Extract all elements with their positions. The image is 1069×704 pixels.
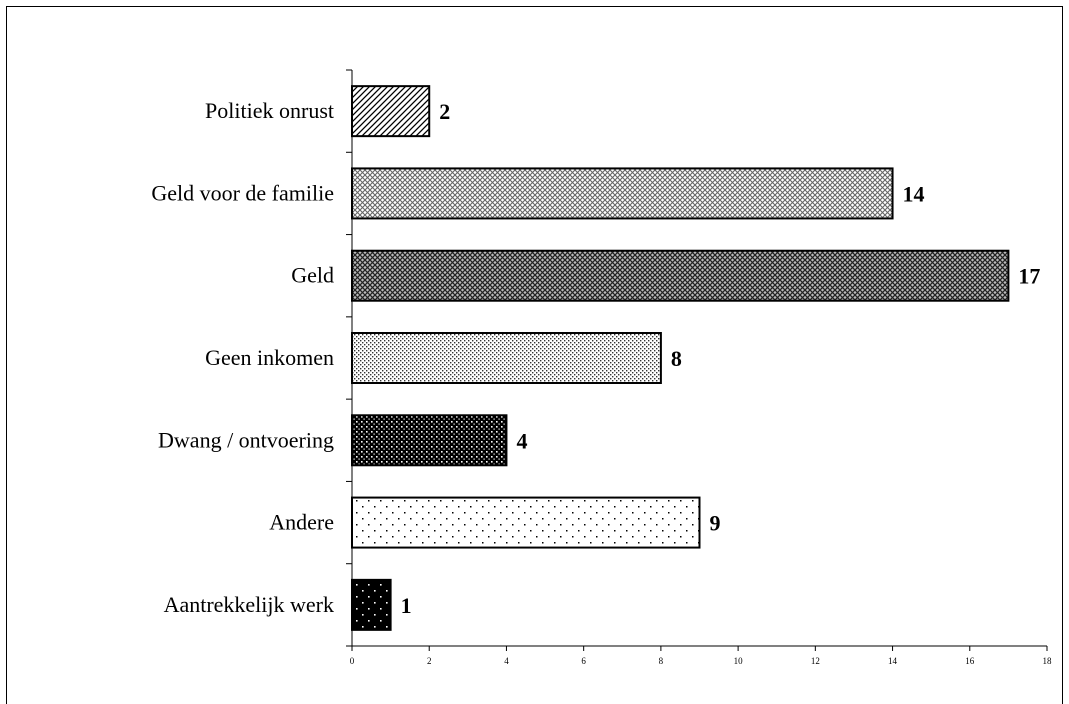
value-label: 8 xyxy=(671,346,682,371)
x-tick-label: 14 xyxy=(888,656,898,666)
bar xyxy=(351,249,1010,302)
category-label: Geld voor de familie xyxy=(151,180,334,205)
value-label: 14 xyxy=(903,181,925,206)
bar xyxy=(351,167,894,220)
x-tick-label: 6 xyxy=(581,656,586,666)
x-tick-label: 18 xyxy=(1043,656,1053,666)
x-tick-label: 16 xyxy=(965,656,975,666)
category-label: Geld xyxy=(291,263,334,288)
value-label: 9 xyxy=(710,511,721,536)
x-tick-label: 2 xyxy=(427,656,432,666)
x-tick-label: 4 xyxy=(504,656,509,666)
x-tick-label: 12 xyxy=(811,656,820,666)
bar xyxy=(351,496,701,549)
category-label: Geen inkomen xyxy=(205,345,334,370)
value-label: 1 xyxy=(401,593,412,618)
category-label: Aantrekkelijk werk xyxy=(164,592,334,617)
x-tick-label: 0 xyxy=(350,656,355,666)
value-label: 4 xyxy=(516,428,527,453)
category-label: Andere xyxy=(269,510,334,535)
x-tick-label: 8 xyxy=(659,656,664,666)
category-label: Dwang / ontvoering xyxy=(158,427,334,452)
bar xyxy=(351,85,431,138)
category-label: Politiek onrust xyxy=(205,98,334,123)
bar xyxy=(351,332,662,384)
bar xyxy=(351,414,508,467)
x-tick-label: 10 xyxy=(734,656,744,666)
value-label: 2 xyxy=(439,99,450,124)
bar xyxy=(351,578,392,631)
value-label: 17 xyxy=(1018,264,1040,289)
